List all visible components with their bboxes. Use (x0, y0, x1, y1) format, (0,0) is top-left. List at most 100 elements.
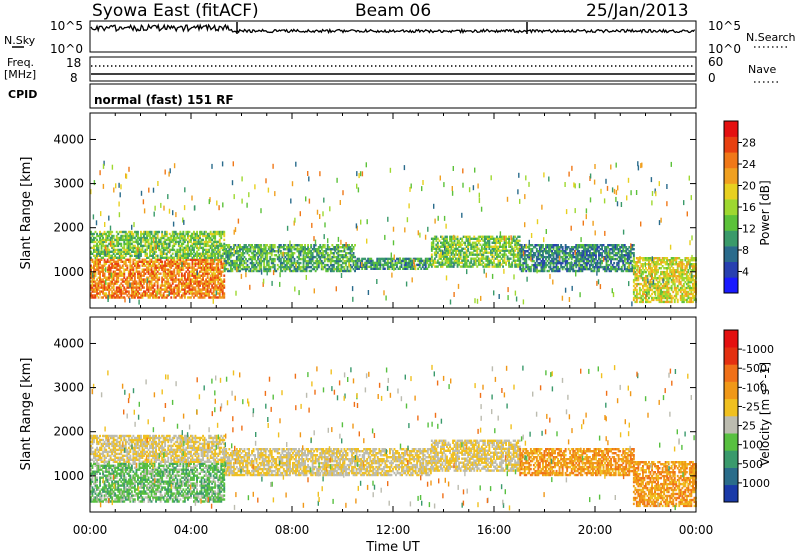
heatmap-cell (102, 252, 104, 255)
heatmap-cell (205, 260, 207, 263)
heatmap-cell (206, 254, 209, 257)
heatmap-cell (323, 244, 326, 247)
heatmap-cell (657, 294, 659, 298)
heatmap-cell (218, 252, 221, 255)
heatmap-cell (317, 254, 320, 257)
heatmap-cell (546, 269, 549, 273)
heatmap-cell (592, 252, 594, 255)
heatmap-cell (278, 265, 281, 269)
heatmap-cell (258, 261, 261, 265)
heatmap-cell (334, 255, 337, 259)
heatmap-cell (367, 257, 370, 261)
heatmap-cell (483, 239, 486, 242)
heatmap-cell (572, 248, 575, 251)
heatmap-cell (260, 261, 263, 265)
heatmap-cell (164, 230, 167, 234)
heatmap-cell (176, 286, 179, 289)
heatmap-cell (307, 261, 309, 265)
heatmap-cell (180, 234, 183, 238)
heatmap-cell (411, 263, 414, 267)
heatmap-cell (162, 294, 165, 297)
heatmap-cell (505, 247, 507, 250)
heatmap-cell (177, 264, 180, 267)
heatmap-cell (508, 261, 510, 264)
heatmap-cell (91, 284, 94, 287)
heatmap-cell (146, 262, 148, 265)
heatmap-cell (279, 250, 282, 253)
heatmap-cell (345, 259, 347, 263)
heatmap-cell (243, 244, 246, 247)
heatmap-cell (94, 250, 97, 253)
heatmap-cell (112, 284, 115, 287)
heatmap-cell (342, 257, 344, 261)
heatmap-cell (532, 269, 535, 273)
heatmap-cell (515, 237, 518, 240)
heatmap-cell (111, 292, 114, 295)
heatmap-cell (217, 278, 220, 281)
heatmap-cell (320, 254, 323, 257)
heatmap-cell (476, 239, 479, 242)
heatmap-cell (196, 280, 198, 283)
heatmap-cell (390, 261, 392, 265)
heatmap-cell (515, 239, 518, 242)
heatmap-cell (563, 254, 566, 257)
heatmap-cell (191, 258, 194, 261)
heatmap-cell (235, 252, 238, 255)
heatmap-cell (339, 250, 341, 253)
heatmap-cell (102, 256, 104, 259)
heatmap-cell (196, 252, 198, 255)
heatmap-cell (488, 261, 491, 264)
heatmap-cell (400, 265, 403, 268)
heatmap-cell (520, 244, 523, 247)
heatmap-cell (251, 257, 253, 261)
heatmap-cell (124, 258, 127, 261)
heatmap-cell (379, 261, 382, 265)
heatmap-cell (179, 252, 182, 255)
heatmap-cell (266, 263, 269, 267)
heatmap-cell (217, 232, 220, 236)
heatmap-cell (549, 255, 552, 259)
heatmap-cell (579, 252, 582, 255)
heatmap-cell (120, 250, 123, 253)
heatmap-cell (140, 248, 142, 252)
heatmap-cell (488, 247, 491, 250)
heatmap-cell (191, 286, 194, 289)
heatmap-cell (440, 241, 442, 244)
heatmap-cell (403, 259, 406, 263)
heatmap-cell (540, 246, 543, 249)
heatmap-cell (443, 255, 445, 258)
heatmap-cell (150, 254, 153, 257)
heatmap-cell (337, 267, 340, 271)
heatmap-cell (99, 234, 101, 238)
heatmap-cell (596, 263, 599, 267)
heatmap-cell (371, 263, 374, 267)
heatmap-cell (276, 267, 279, 271)
heatmap-cell (491, 253, 494, 256)
heatmap-cell (514, 253, 517, 256)
heatmap-cell (202, 242, 204, 246)
heatmap-cell (200, 270, 203, 273)
heatmap-cell (279, 257, 282, 261)
heatmap-cell (150, 236, 153, 240)
heatmap-cell (611, 263, 614, 267)
heatmap-cell (90, 266, 92, 269)
heatmap-cell (293, 261, 296, 265)
heatmap-cell (635, 278, 638, 282)
heatmap-cell (646, 259, 649, 262)
heatmap-cell (90, 294, 92, 297)
heatmap-cell (299, 244, 302, 247)
heatmap-cell (493, 237, 495, 240)
heatmap-cell (649, 300, 652, 304)
heatmap-cell (555, 254, 558, 257)
heatmap-cell (94, 284, 97, 287)
heatmap-cell (346, 259, 349, 263)
heatmap-cell (542, 254, 544, 257)
heatmap-cell (305, 261, 308, 265)
heatmap-cell (648, 290, 650, 294)
heatmap-cell (462, 247, 465, 250)
heatmap-cell (214, 248, 217, 252)
heatmap-cell (200, 266, 203, 269)
heatmap-cell (188, 274, 191, 277)
heatmap-cell (273, 259, 276, 263)
heatmap-cell (190, 266, 192, 269)
